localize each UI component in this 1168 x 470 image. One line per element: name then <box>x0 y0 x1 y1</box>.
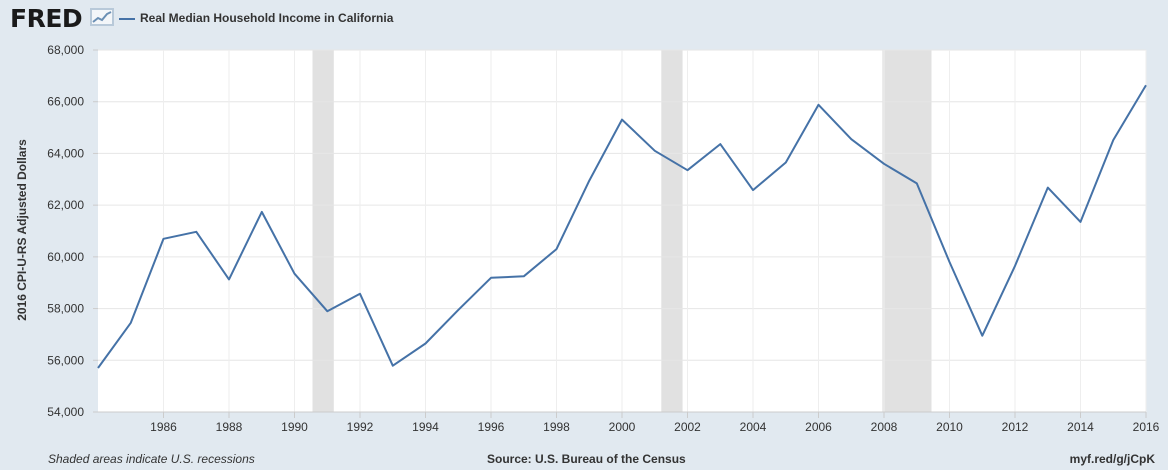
y-tick-label: 66,000 <box>47 95 84 109</box>
chart-trend-icon <box>90 8 114 26</box>
chart-legend: Real Median Household Income in Californ… <box>119 11 393 25</box>
x-tick-label: 1990 <box>281 420 308 434</box>
x-tick-label: 1992 <box>347 420 374 434</box>
x-tick-label: 2014 <box>1067 420 1094 434</box>
recession-band <box>661 50 683 412</box>
x-tick-label: 2004 <box>740 420 767 434</box>
y-tick-label: 68,000 <box>47 43 84 57</box>
line-chart: 54,000 56,000 58,000 60,000 62,000 64,000 66,0… <box>47 43 1160 434</box>
x-tick-label: 2006 <box>805 420 832 434</box>
x-tick-label: 2000 <box>609 420 636 434</box>
x-tick-label: 1988 <box>216 420 243 434</box>
legend-swatch <box>119 17 135 20</box>
y-tick-label: 54,000 <box>47 405 84 419</box>
x-tick-label: 2012 <box>1002 420 1029 434</box>
recession-note: Shaded areas indicate U.S. recessions <box>48 452 255 466</box>
chart-header: FRED Real Median Household Income in Cal… <box>0 0 1168 40</box>
x-tick-label: 1994 <box>412 420 439 434</box>
series-line <box>97 84 1147 369</box>
source-text: Source: U.S. Bureau of the Census <box>487 452 686 466</box>
legend-label: Real Median Household Income in Californ… <box>140 11 394 25</box>
short-link[interactable]: myf.red/g/jCpK <box>1069 452 1155 466</box>
y-tick-label: 58,000 <box>47 302 84 316</box>
y-tick-label: 56,000 <box>47 353 84 367</box>
x-tick-label: 2016 <box>1133 420 1160 434</box>
x-tick-label: 1996 <box>478 420 505 434</box>
fred-logo[interactable]: FRED <box>10 4 83 33</box>
y-axis-label: 2016 CPI-U-RS Adjusted Dollars <box>15 139 29 321</box>
y-tick-label: 62,000 <box>47 198 84 212</box>
x-tick-label: 2008 <box>871 420 898 434</box>
x-tick-label: 1998 <box>543 420 570 434</box>
x-tick-label: 2002 <box>674 420 701 434</box>
recession-band <box>882 50 932 412</box>
x-tick-label: 1986 <box>150 420 177 434</box>
y-tick-label: 60,000 <box>47 250 84 264</box>
y-tick-label: 64,000 <box>47 146 84 160</box>
recession-band <box>312 50 334 412</box>
x-tick-label: 2010 <box>936 420 963 434</box>
